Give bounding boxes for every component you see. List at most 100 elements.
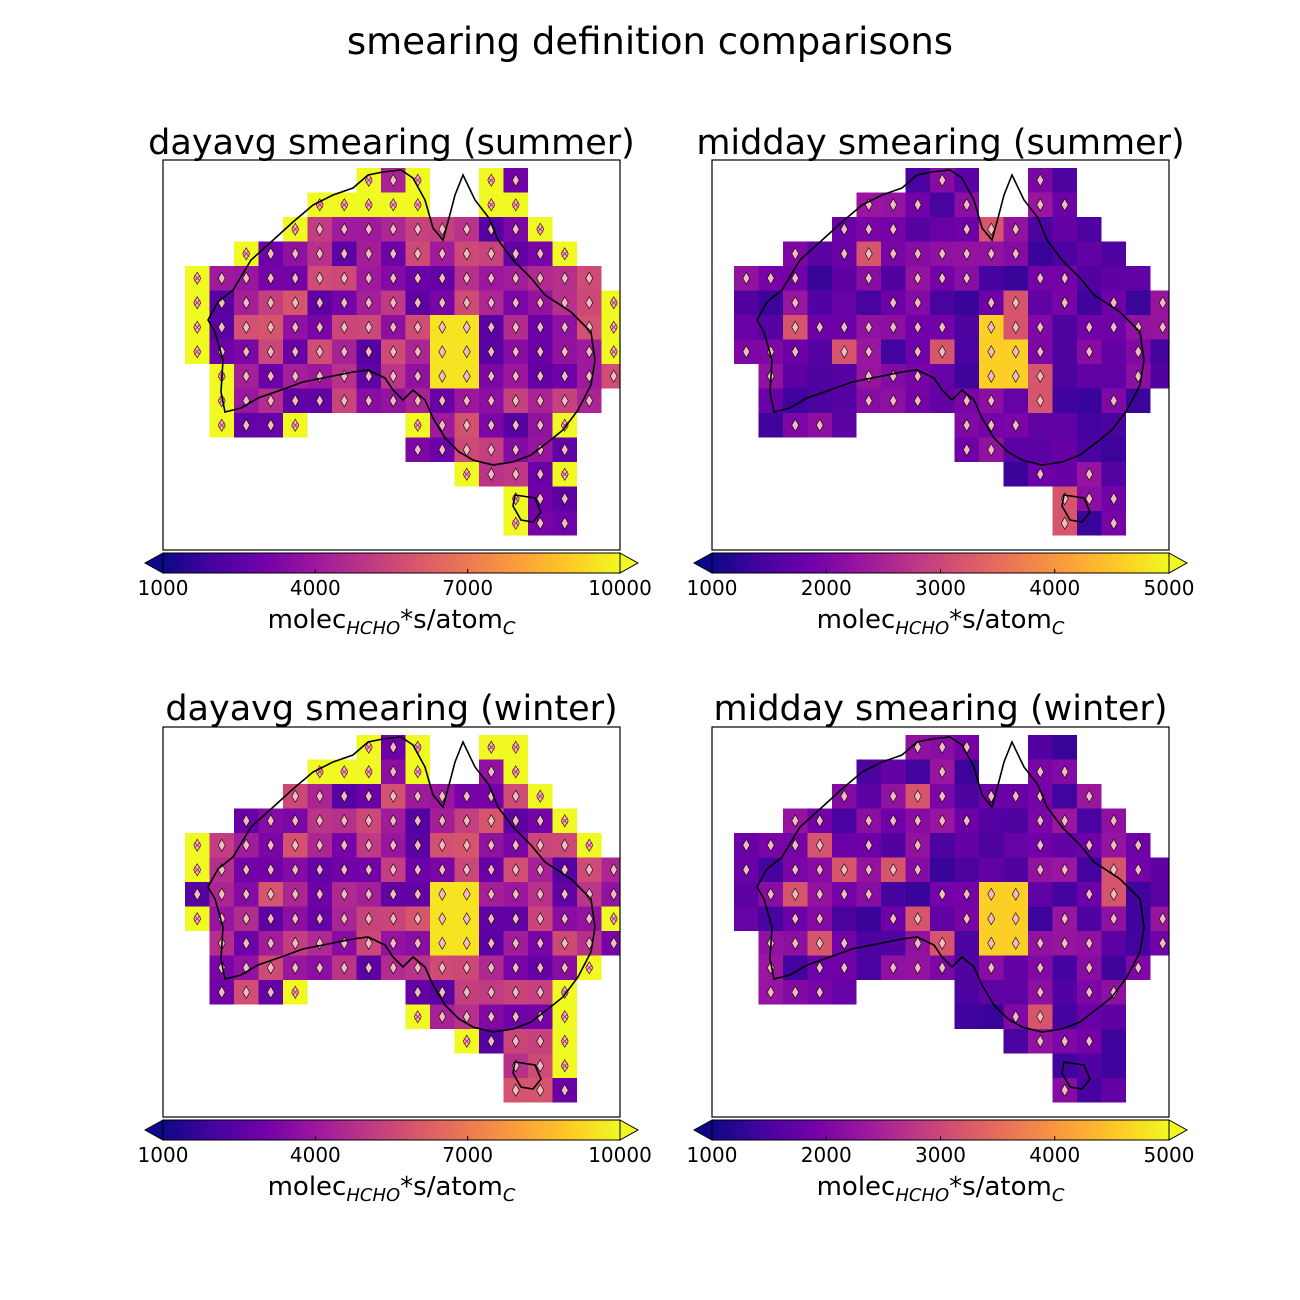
cell-marker xyxy=(766,887,775,901)
cell-marker xyxy=(487,814,496,828)
cell-marker xyxy=(791,320,800,334)
cell-cross xyxy=(561,470,569,478)
cell-marker xyxy=(389,765,398,779)
grid-cell xyxy=(1150,857,1169,882)
cell-marker xyxy=(438,1010,447,1024)
cell-marker xyxy=(987,418,996,432)
cell-cross xyxy=(512,519,520,527)
cell-cross xyxy=(512,201,520,209)
cell-marker xyxy=(1109,912,1118,926)
grid-cell xyxy=(807,364,832,389)
cell-marker xyxy=(364,296,373,310)
cell-marker xyxy=(1060,765,1069,779)
cell-marker xyxy=(315,961,324,975)
cell-marker xyxy=(242,863,251,877)
cell-marker xyxy=(291,961,300,975)
grid-cell xyxy=(832,808,857,833)
grid-cell xyxy=(1028,241,1053,266)
cell-marker xyxy=(364,247,373,261)
cell-marker xyxy=(1085,936,1094,950)
cell-marker xyxy=(987,369,996,383)
cell-marker xyxy=(438,247,447,261)
cell-marker xyxy=(511,418,520,432)
grid-cell xyxy=(1003,462,1028,487)
grid-cell xyxy=(1077,906,1102,931)
grid-cell xyxy=(734,315,759,340)
cell-marker xyxy=(291,271,300,285)
cell-marker xyxy=(1011,912,1020,926)
cell-marker xyxy=(291,912,300,926)
cell-marker xyxy=(1011,320,1020,334)
cell-marker xyxy=(864,271,873,285)
cell-marker xyxy=(340,247,349,261)
cell-marker xyxy=(291,814,300,828)
map-panel-2: midday smearing (summer) 1000 2000 3000 4000… xyxy=(687,123,1195,639)
cell-marker xyxy=(1060,814,1069,828)
cell-marker xyxy=(266,985,275,999)
grid-cell xyxy=(783,364,808,389)
colorbar-gradient xyxy=(162,552,621,574)
cell-marker xyxy=(389,863,398,877)
cell-marker xyxy=(487,863,496,877)
cell-marker xyxy=(340,961,349,975)
grid-cell xyxy=(979,266,1004,291)
grid-cell xyxy=(1052,462,1077,487)
cell-marker xyxy=(1036,1034,1045,1048)
grid-cell xyxy=(1077,511,1102,536)
cell-marker xyxy=(315,222,324,236)
cell-marker xyxy=(364,345,373,359)
cell-marker xyxy=(364,789,373,803)
grid-cell xyxy=(1052,735,1077,760)
cell-marker xyxy=(413,443,422,457)
cell-marker xyxy=(536,394,545,408)
map-panel-3: dayavg smearing (winter)1000 4000 7000 1000… xyxy=(138,689,652,1206)
cell-marker xyxy=(511,1034,520,1048)
colorbar-tick-label: 3000 xyxy=(915,576,966,600)
grid-cell xyxy=(1028,413,1053,438)
grid-cell xyxy=(930,192,955,217)
grid-cell xyxy=(905,168,930,193)
cell-cross xyxy=(561,988,569,996)
grid-cell xyxy=(905,882,930,907)
cell-marker xyxy=(1060,1083,1069,1097)
cell-marker xyxy=(913,961,922,975)
grid-cell xyxy=(881,339,906,364)
cell-marker xyxy=(913,394,922,408)
cell-marker xyxy=(438,936,447,950)
cell-marker xyxy=(815,418,824,432)
cell-marker xyxy=(913,345,922,359)
panel-title: dayavg smearing (summer) xyxy=(148,123,635,163)
cell-marker xyxy=(766,271,775,285)
coastline-tasmania xyxy=(1061,494,1091,523)
cell-marker xyxy=(487,443,496,457)
cell-marker xyxy=(266,296,275,310)
cell-marker xyxy=(536,247,545,261)
cell-marker xyxy=(840,789,849,803)
cell-marker xyxy=(536,1059,545,1073)
colorbar-tick-label: 4000 xyxy=(290,1143,341,1167)
cell-marker xyxy=(1109,394,1118,408)
cell-marker xyxy=(585,936,594,950)
cell-marker xyxy=(913,198,922,212)
cell-marker xyxy=(389,789,398,803)
cell-marker xyxy=(242,887,251,901)
cell-marker xyxy=(462,789,471,803)
cell-marker xyxy=(389,320,398,334)
cell-marker xyxy=(791,838,800,852)
cell-marker xyxy=(291,789,300,803)
grid-cell xyxy=(1126,388,1151,413)
cell-marker xyxy=(487,936,496,950)
cell-marker xyxy=(1036,1010,1045,1024)
grid-cell xyxy=(832,413,857,438)
cell-cross xyxy=(610,323,618,331)
cell-marker xyxy=(938,345,947,359)
cell-marker xyxy=(585,863,594,877)
cell-marker xyxy=(1036,814,1045,828)
cell-marker xyxy=(1158,320,1167,334)
grid-cell xyxy=(1052,217,1077,242)
cell-marker xyxy=(585,912,594,926)
cell-marker xyxy=(864,320,873,334)
cell-marker xyxy=(987,961,996,975)
cell-marker xyxy=(1036,863,1045,877)
colorbar-tick-label: 7000 xyxy=(442,576,493,600)
